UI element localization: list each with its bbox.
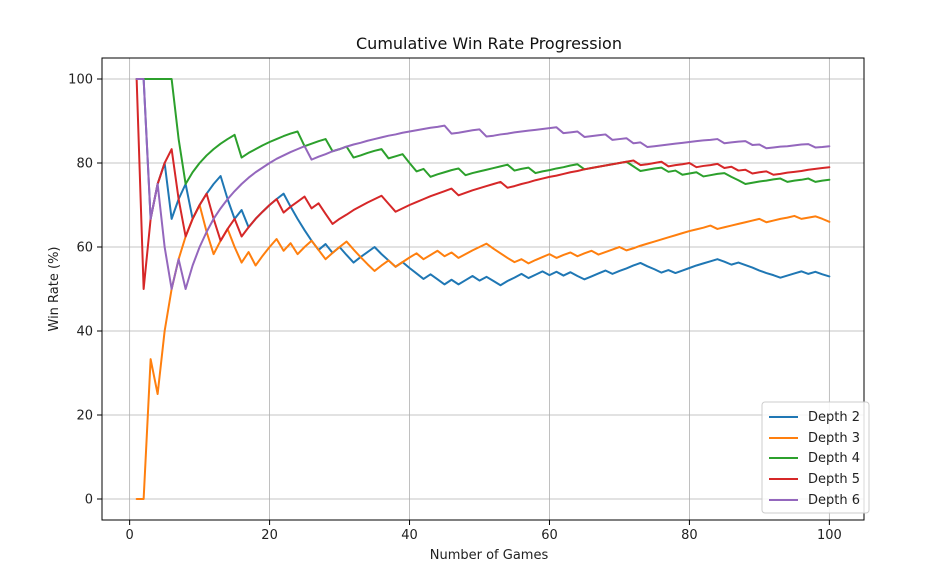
x-tick-label: 60 bbox=[541, 528, 558, 543]
x-tick-label: 20 bbox=[261, 528, 278, 543]
x-tick-label: 100 bbox=[817, 528, 842, 543]
legend-label-depth-5: Depth 5 bbox=[808, 472, 860, 487]
series-line-depth-3 bbox=[135, 204, 831, 500]
x-tick-label: 80 bbox=[681, 528, 698, 543]
series-line-depth-4 bbox=[135, 78, 831, 185]
series-line-depth-5 bbox=[135, 78, 831, 290]
legend: Depth 2 Depth 3 Depth 4 Depth 5 Depth 6 bbox=[761, 401, 870, 514]
legend-box bbox=[761, 401, 870, 514]
series-line-depth-6 bbox=[135, 78, 831, 290]
axis-ticks: 0 20 40 60 80 100 0 20 40 60 80 100 bbox=[68, 73, 842, 544]
y-tick-label: 80 bbox=[76, 157, 93, 172]
x-tick-label: 40 bbox=[401, 528, 418, 543]
legend-label-depth-2: Depth 2 bbox=[808, 410, 860, 425]
plot-frame bbox=[101, 57, 865, 521]
y-tick-label: 100 bbox=[68, 73, 93, 88]
y-tick-label: 60 bbox=[76, 241, 93, 256]
legend-label-depth-3: Depth 3 bbox=[808, 431, 860, 446]
y-tick-label: 0 bbox=[85, 493, 93, 508]
x-tick-label: 0 bbox=[125, 528, 133, 543]
legend-label-depth-4: Depth 4 bbox=[808, 451, 860, 466]
x-axis-title: Number of Games bbox=[430, 548, 549, 563]
y-axis-title: Win Rate (%) bbox=[47, 247, 62, 332]
legend-label-depth-6: Depth 6 bbox=[808, 493, 860, 508]
series-lines bbox=[135, 78, 831, 500]
chart-title: Cumulative Win Rate Progression bbox=[356, 34, 622, 53]
y-tick-label: 40 bbox=[76, 325, 93, 340]
grid-lines bbox=[102, 58, 864, 520]
y-tick-label: 20 bbox=[76, 409, 93, 424]
